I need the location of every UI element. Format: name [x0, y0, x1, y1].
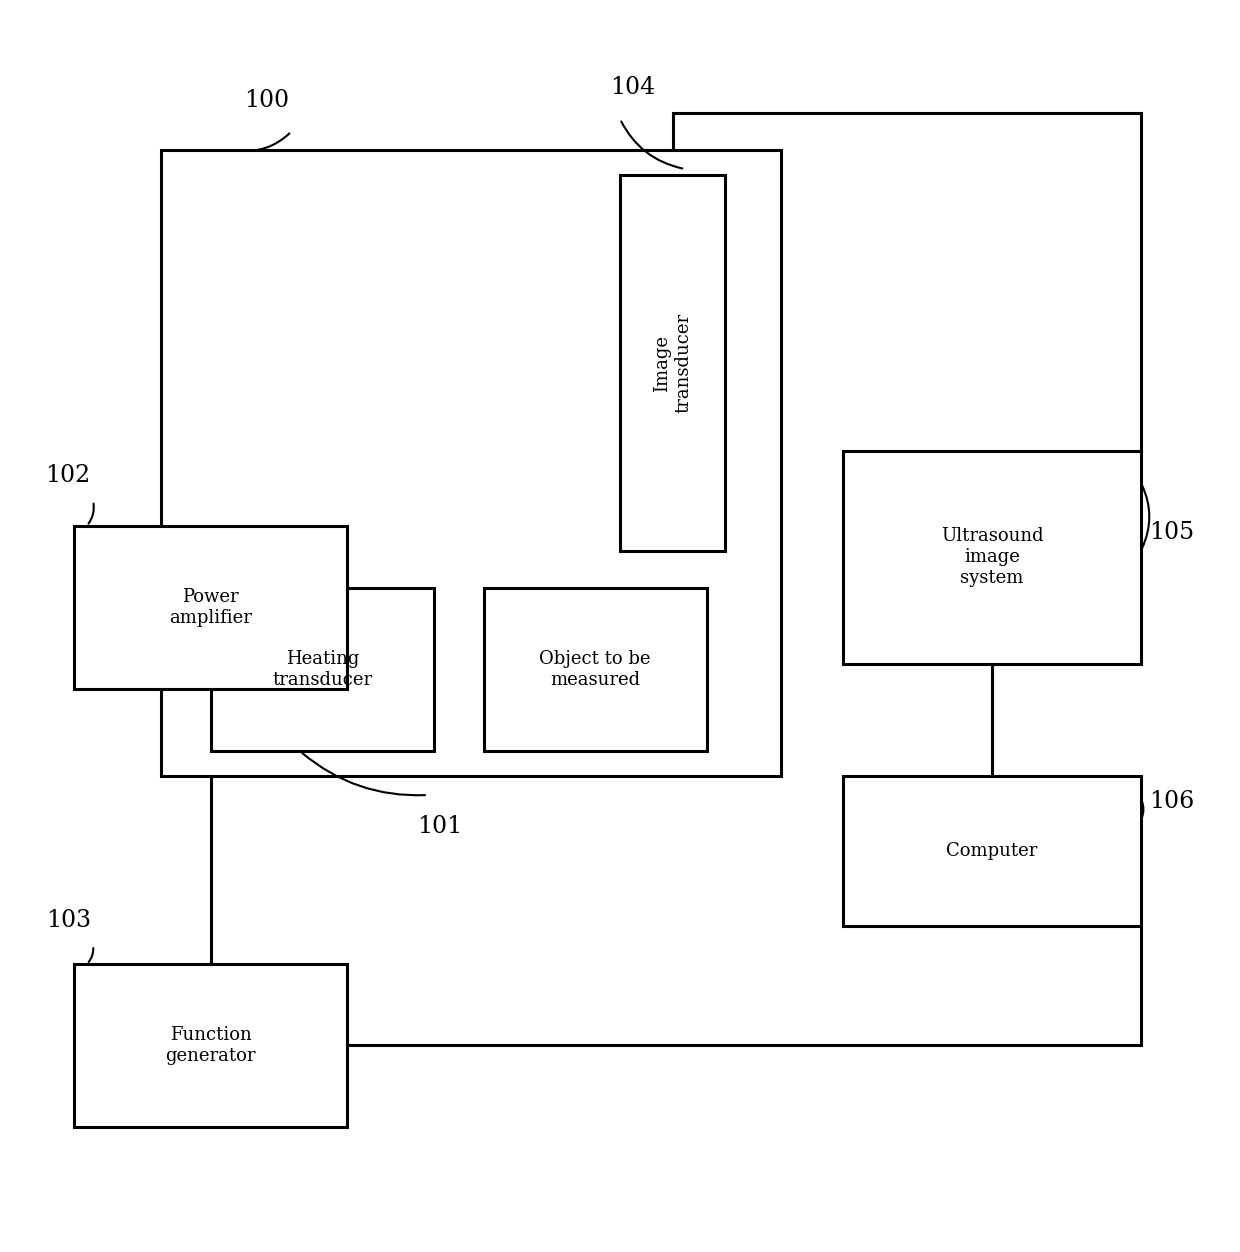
Bar [620, 175, 725, 551]
Text: Function
generator: Function generator [166, 1027, 255, 1064]
Text: Object to be
measured: Object to be measured [539, 651, 651, 689]
Text: 103: 103 [46, 909, 91, 931]
Text: Computer: Computer [946, 843, 1038, 860]
Bar [161, 150, 781, 776]
Bar [211, 588, 434, 751]
Bar [484, 588, 707, 751]
Text: Heating
transducer: Heating transducer [273, 651, 372, 689]
Text: 102: 102 [46, 464, 91, 487]
Text: Power
amplifier: Power amplifier [170, 588, 252, 626]
Text: Image
transducer: Image transducer [653, 313, 692, 413]
Bar [843, 451, 1141, 664]
Text: 105: 105 [1149, 521, 1194, 543]
Bar [74, 526, 347, 689]
Bar [843, 776, 1141, 926]
Text: 100: 100 [244, 89, 289, 111]
Text: Ultrasound
image
system: Ultrasound image system [941, 527, 1043, 587]
Text: 104: 104 [610, 76, 655, 99]
Text: 101: 101 [418, 815, 463, 838]
Text: 106: 106 [1149, 790, 1194, 813]
Bar [74, 964, 347, 1127]
